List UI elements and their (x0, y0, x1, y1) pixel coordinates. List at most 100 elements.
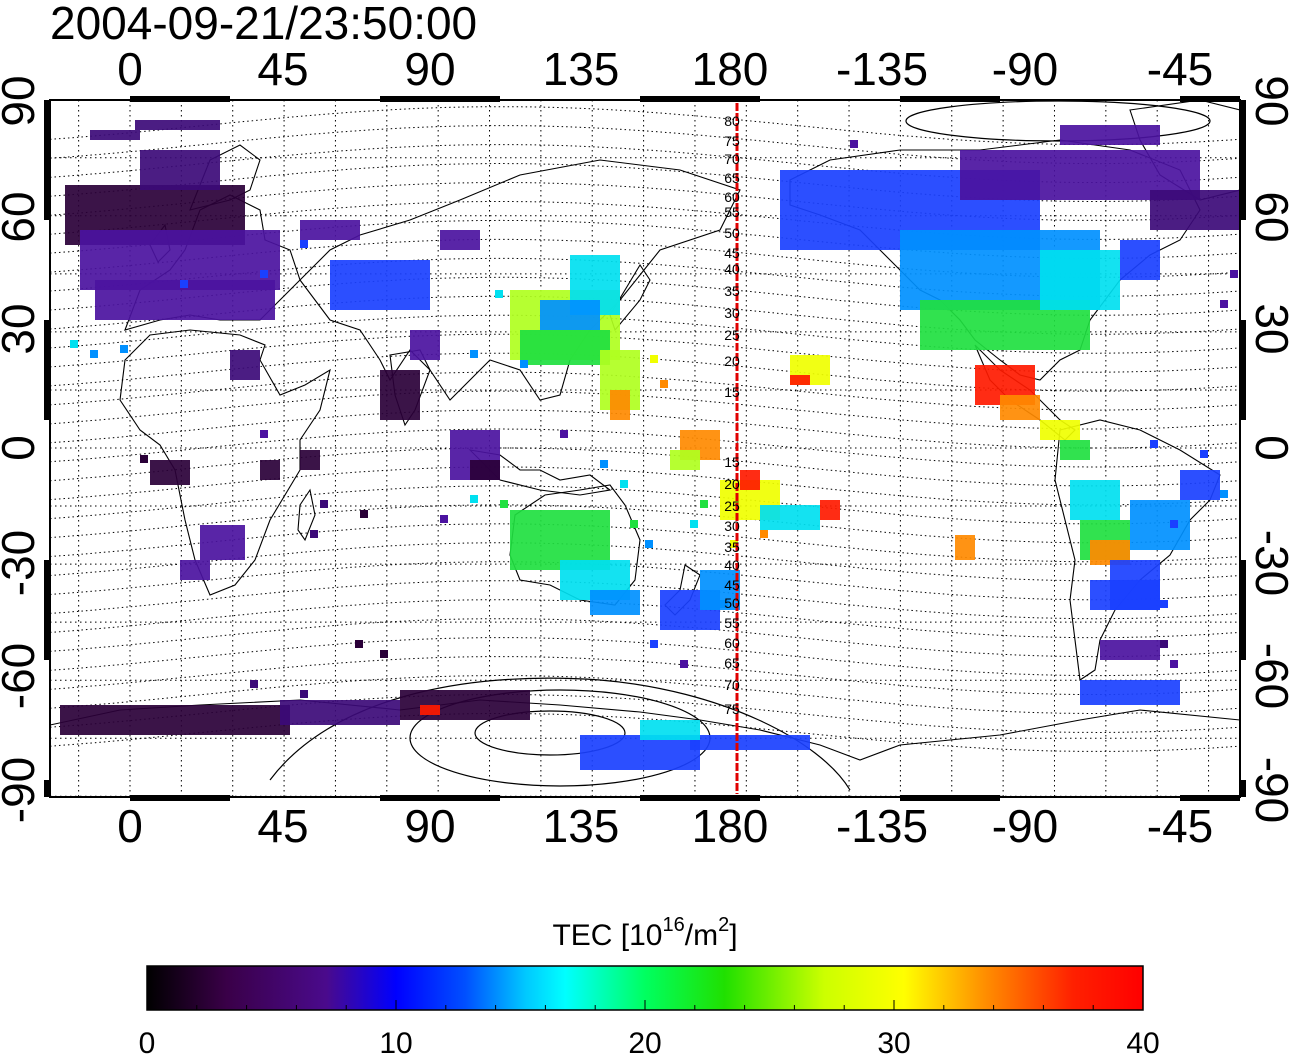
frame-bar-bottom (1180, 795, 1240, 801)
magnetic-latitude-label: 70 (724, 151, 740, 167)
magnetic-latitude-contour (50, 333, 1240, 373)
tec-data-cell (610, 390, 630, 420)
frame-bar-left (44, 780, 50, 797)
latitude-tick-label: -60 (0, 643, 44, 709)
magnetic-latitude-label: 60 (724, 189, 740, 205)
tec-data-cell (520, 330, 610, 365)
tec-data-cell (850, 140, 858, 148)
tec-data-cell (470, 350, 478, 358)
magnetic-latitude-contour (50, 637, 1240, 677)
tec-data-cell (260, 430, 268, 438)
tec-data-cell (1230, 270, 1238, 278)
tec-data-cell (1090, 580, 1160, 610)
tec-data-cell (140, 150, 220, 190)
tec-data-cell (660, 380, 668, 388)
tec-data-cell (1170, 520, 1178, 528)
tec-data-cell (790, 375, 810, 385)
longitude-tick-label: 0 (117, 800, 143, 852)
latitude-tick-label: -60 (1246, 643, 1292, 709)
tec-data-cell (500, 500, 508, 508)
latitude-tick-label: 0 (0, 435, 44, 461)
tec-data-cell (280, 700, 400, 725)
top-longitude-labels: 0 45 90 135 180 -135 -90 -45 (117, 43, 1213, 95)
tec-data-cell (60, 705, 290, 735)
colorbar-tick-label: 40 (1126, 1027, 1159, 1057)
frame-bar-top (1180, 96, 1240, 102)
right-latitude-labels: 90 60 30 0 -30 -60 -90 (1246, 75, 1292, 823)
magnetic-latitude-contour (50, 106, 1240, 146)
tec-data-cell (1170, 660, 1178, 668)
tec-data-cell (260, 270, 268, 278)
colorbar-title-unit: /m (685, 919, 718, 952)
tec-data-cell (1220, 490, 1228, 498)
colorbar-tick-label: 10 (379, 1027, 412, 1057)
tec-data-cell (1080, 680, 1180, 705)
frame-bar-left (44, 100, 50, 220)
tec-data-cell (1200, 450, 1208, 458)
tec-data-cell (1160, 640, 1168, 648)
magnetic-latitude-label: 75 (724, 133, 740, 149)
tec-data-cell (260, 460, 280, 480)
tec-data-cell (420, 705, 440, 715)
frame-bar-top (130, 96, 230, 102)
tec-data-cell (700, 500, 708, 508)
tec-data-cell (1120, 240, 1160, 280)
tec-data-cell (1040, 250, 1120, 310)
magnetic-latitude-contour (50, 428, 1240, 468)
frame-bar-right (1240, 560, 1246, 660)
coastline (297, 488, 316, 542)
tec-data-cell (600, 460, 608, 468)
magnetic-latitude-contour (50, 371, 1240, 411)
frame-bar-left (44, 560, 50, 660)
tec-data-cell (680, 660, 688, 668)
magnetic-latitude-label: 55 (724, 615, 740, 631)
colorbar-tick-label: 20 (628, 1027, 661, 1057)
frame-bar-top (900, 96, 1000, 102)
tec-data-cell (440, 515, 448, 523)
frame-bar-top (380, 96, 500, 102)
tec-data-cell (70, 340, 78, 348)
magnetic-latitude-contour (50, 656, 1240, 695)
magnetic-latitude-label: 60 (724, 635, 740, 651)
latitude-tick-label: -90 (1246, 757, 1292, 823)
tec-data-cell (580, 735, 700, 770)
tec-data-cell (380, 370, 420, 420)
colorbar-title-end: ] (729, 919, 737, 952)
magnetic-latitude-label: 20 (724, 476, 740, 492)
tec-data-cell (135, 120, 220, 130)
south-pole-contour (474, 710, 626, 756)
frame-bar-right (1240, 320, 1246, 420)
longitude-tick-label: -45 (1147, 43, 1213, 95)
tec-data-cell (355, 640, 363, 648)
magnetic-latitude-label: 30 (724, 305, 740, 321)
tec-data-cell (440, 230, 480, 250)
tec-data-cell (470, 495, 478, 503)
tec-data-cell (180, 280, 188, 288)
latitude-tick-label: -30 (0, 530, 44, 596)
magnetic-latitude-label: 70 (724, 677, 740, 693)
tec-data-cell (360, 510, 368, 518)
longitude-tick-label: 180 (692, 43, 769, 95)
colorbar-ticks: 0 10 20 30 40 (139, 1000, 1160, 1057)
bottom-longitude-labels: 0 45 90 135 180 -135 -90 -45 (117, 800, 1213, 852)
left-latitude-labels: 90 60 30 0 -30 -60 -90 (0, 75, 44, 823)
magnetic-latitude-label: 25 (724, 498, 740, 514)
magnetic-latitude-label: 15 (724, 454, 740, 470)
longitude-tick-label: 135 (543, 43, 620, 95)
magnetic-latitude-label: 40 (724, 261, 740, 277)
latitude-tick-label: 60 (0, 191, 44, 242)
magnetic-latitude-label: 35 (724, 539, 740, 555)
magnetic-latitude-contour (50, 618, 1240, 658)
magnetic-latitude-label: 55 (724, 204, 740, 220)
tec-data-cell (540, 300, 600, 330)
tec-data-cell (955, 535, 975, 560)
tec-data-cell (410, 330, 440, 360)
coastline (468, 449, 612, 496)
tec-data-cell (1160, 600, 1168, 608)
tec-data-cell (495, 290, 503, 298)
tec-data-cell (1130, 500, 1190, 550)
frame-bar-bottom (640, 795, 760, 801)
tec-data-cell (120, 345, 128, 353)
tec-data-cell (640, 720, 700, 740)
tec-data-cell (470, 460, 500, 480)
